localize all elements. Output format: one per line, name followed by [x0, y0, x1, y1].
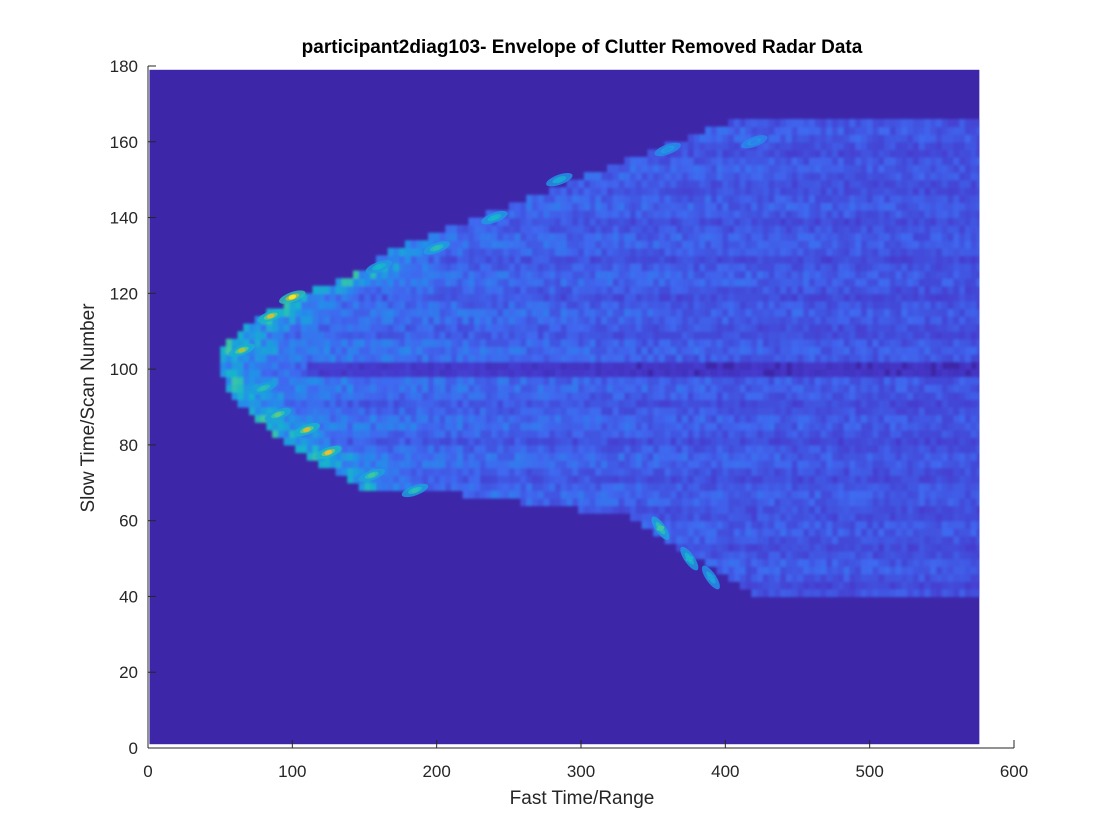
y-axis-label: Slow Time/Scan Number [78, 303, 99, 513]
x-tick-label: 300 [567, 762, 595, 781]
y-tick-label: 80 [119, 436, 138, 455]
y-tick-label: 20 [119, 663, 138, 682]
x-axis-label: Fast Time/Range [510, 788, 655, 809]
chart-title: participant2diag103- Envelope of Clutter… [302, 37, 863, 58]
heatmap-peak [358, 468, 385, 482]
y-tick-label: 160 [110, 133, 138, 152]
heatmap-peak [654, 142, 681, 157]
heatmap-peak [481, 210, 508, 225]
y-tick-label: 120 [110, 284, 138, 303]
x-tick-label: 200 [422, 762, 450, 781]
heatmap-peak [365, 260, 393, 274]
heatmap-peak [315, 445, 342, 460]
heatmap-peak [423, 241, 450, 255]
heatmap-peak [250, 381, 277, 395]
y-tick-label: 100 [110, 360, 138, 379]
y-tick-label: 180 [110, 57, 138, 76]
heatmap-image [220, 119, 980, 598]
x-tick-label: 500 [855, 762, 883, 781]
y-tick-label: 140 [110, 209, 138, 228]
heatmap-peak [546, 172, 573, 187]
heatmap-peak [264, 407, 292, 422]
x-tick-label: 600 [1000, 762, 1028, 781]
y-tick-label: 0 [129, 739, 138, 758]
y-tick-label: 40 [119, 587, 138, 606]
x-tick-label: 0 [143, 762, 152, 781]
heatmap-peak [228, 343, 256, 357]
heatmap-peak [680, 546, 699, 571]
heatmap-peak [279, 290, 306, 304]
heatmap-peak [293, 422, 321, 437]
heatmap-peak [701, 565, 720, 590]
heatmap-peak [740, 135, 768, 149]
y-tick-label: 60 [119, 512, 138, 531]
x-tick-label: 400 [711, 762, 739, 781]
axes: 0 100 200 300 400 500 600 0 20 40 60 80 100 120 140 160… [110, 57, 1029, 781]
heatmap-peak [257, 309, 284, 323]
heatmap-peak [651, 516, 670, 541]
heatmap-peak [401, 483, 429, 498]
x-tick-label: 100 [278, 762, 306, 781]
